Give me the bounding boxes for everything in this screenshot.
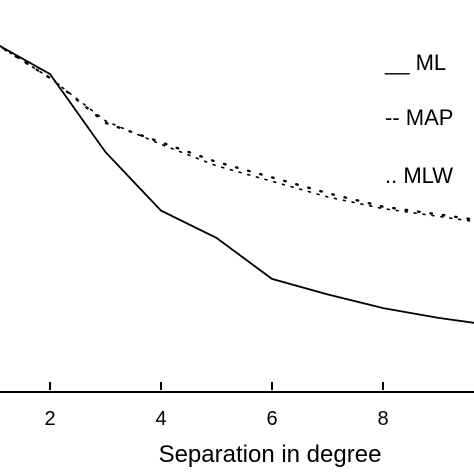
legend-item-ml: __ ML bbox=[384, 50, 446, 75]
legend: __ ML -- MAP .. MLW bbox=[384, 50, 453, 188]
x-tick-label: 8 bbox=[377, 408, 388, 430]
series-line-mlw bbox=[0, 44, 474, 221]
legend-item-map: -- MAP bbox=[385, 105, 453, 130]
legend-item-mlw: .. MLW bbox=[385, 163, 453, 188]
x-axis-label: Separation in degree bbox=[159, 441, 382, 468]
x-ticks: 2 4 6 8 bbox=[44, 382, 389, 430]
x-tick-label: 4 bbox=[155, 408, 166, 430]
x-tick-label: 2 bbox=[44, 408, 55, 430]
series-line-ml bbox=[0, 44, 474, 324]
series-layer bbox=[0, 44, 474, 324]
plot-frame bbox=[0, 391, 474, 393]
x-tick-label: 6 bbox=[266, 408, 277, 430]
